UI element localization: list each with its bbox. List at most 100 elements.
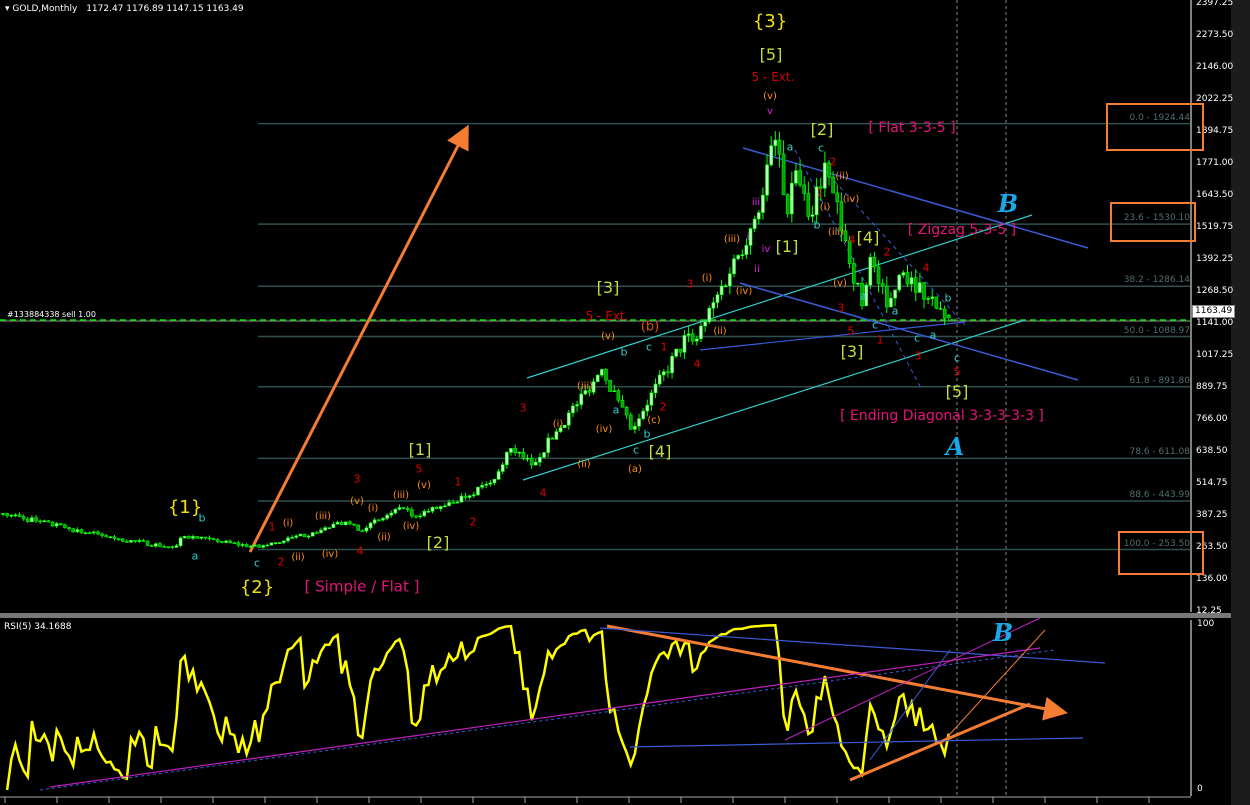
- bull-candle: [240, 544, 245, 546]
- bear-candle: [116, 538, 121, 540]
- trendlines[interactable]: [248, 124, 1089, 553]
- bear-candle: [170, 546, 175, 549]
- wave-label-red: 1: [660, 340, 668, 354]
- price-tick-label: 1141.00: [1196, 318, 1234, 329]
- bull-candle: [253, 544, 257, 547]
- bull-candle: [178, 537, 183, 547]
- wave-label-orange: (ii): [713, 326, 727, 337]
- bull-candle: [385, 514, 389, 519]
- fib-level-label: 38.2 - 1286.14: [1123, 275, 1190, 286]
- ohlc-values: 1172.47 1176.89 1147.15 1163.49: [86, 4, 244, 14]
- bull-candle: [137, 540, 142, 542]
- highlight-box-0[interactable]: [1106, 103, 1204, 151]
- order-line-label[interactable]: #133884338 sell 1.00: [7, 310, 96, 319]
- bull-candle: [476, 486, 480, 496]
- bull-candle: [645, 404, 650, 412]
- wave-label-cyan: a: [612, 403, 620, 417]
- bear-candle: [360, 530, 365, 532]
- bear-candle: [38, 520, 42, 523]
- bull-candle: [674, 348, 678, 357]
- bear-candle: [847, 240, 852, 264]
- bear-candle: [352, 523, 356, 526]
- bull-candle: [752, 218, 757, 229]
- bear-candle: [831, 176, 835, 194]
- bear-candle: [550, 437, 555, 440]
- price-tick-label: 514.75: [1196, 477, 1228, 488]
- bull-candle: [719, 285, 724, 296]
- bear-candle: [339, 521, 344, 526]
- wave-label-major: (b): [640, 319, 660, 335]
- bull-candle: [306, 535, 311, 538]
- price-tick-label: 1771.00: [1196, 157, 1234, 168]
- fibonacci-retracement[interactable]: [258, 122, 1190, 551]
- bear-candle: [872, 256, 877, 268]
- bear-candle: [50, 521, 55, 527]
- wave-label-magenta: iv: [761, 244, 771, 255]
- bull-candle: [319, 529, 323, 533]
- wave-label-red: 3: [519, 401, 527, 415]
- bull-candle: [868, 256, 873, 286]
- bull-candle: [310, 532, 315, 537]
- bear-candle: [302, 533, 307, 538]
- bear-candle: [133, 539, 137, 542]
- wave-label-major: [ Ending Diagonal 3-3-3-3-3 ]: [840, 408, 1044, 424]
- wave-label-orange: (iv): [842, 194, 860, 205]
- bull-candle: [723, 285, 728, 288]
- bear-candle: [624, 406, 629, 416]
- bull-candle: [199, 536, 204, 539]
- collapse-triangle-icon[interactable]: ▾: [5, 4, 10, 14]
- bull-candle: [707, 307, 712, 323]
- bull-candle: [298, 533, 303, 537]
- wave-label-cyan: b: [643, 427, 651, 441]
- bear-candle: [112, 536, 117, 539]
- bear-candle: [149, 545, 154, 547]
- highlight-box-100[interactable]: [1118, 531, 1204, 575]
- bull-candle: [108, 536, 113, 539]
- bear-candle: [414, 515, 418, 518]
- bull-candle: [92, 531, 96, 534]
- bear-candle: [87, 532, 92, 535]
- bear-candle: [806, 193, 811, 217]
- bear-candle: [59, 523, 63, 526]
- rsi-upper-line: [599, 627, 1106, 664]
- bear-candle: [835, 192, 840, 203]
- bull-candle: [492, 478, 497, 484]
- wave-label-major: {3}: [752, 11, 788, 32]
- bull-candle: [191, 536, 195, 539]
- bear-candle: [781, 153, 786, 195]
- bull-candle: [277, 542, 282, 544]
- bear-candle: [802, 184, 807, 194]
- bull-candle: [856, 282, 860, 285]
- price-tick-label: 1017.25: [1196, 349, 1234, 360]
- impulse-arrow: [248, 124, 469, 553]
- rsi-trendlines[interactable]: [39, 617, 1106, 791]
- highlight-box-23-6[interactable]: [1110, 202, 1196, 242]
- bull-candle: [756, 212, 761, 220]
- bull-candle: [637, 418, 641, 427]
- rsi-magenta-channel: [784, 617, 1041, 741]
- price-tick-label: 2146.00: [1196, 62, 1234, 73]
- bear-candle: [228, 540, 232, 544]
- bull-candle: [335, 521, 340, 525]
- bull-candle: [265, 544, 270, 547]
- bear-candle: [922, 282, 926, 300]
- bull-candle: [480, 485, 484, 488]
- bull-candle: [575, 404, 579, 407]
- panel-separator: [0, 613, 1231, 618]
- wave-label-orange: (i): [367, 503, 379, 514]
- bear-candle: [21, 516, 26, 520]
- bear-candle: [211, 538, 216, 540]
- channel-lower-line: [522, 319, 1026, 481]
- bull-candle: [893, 289, 897, 299]
- wave-label-major: [5]: [945, 382, 969, 401]
- wave-label-cyan: c: [645, 340, 653, 354]
- bull-candle: [290, 537, 294, 539]
- bull-candle: [773, 139, 778, 147]
- rsi-axis-top: 100: [1197, 619, 1215, 629]
- bull-candle: [459, 495, 464, 503]
- bull-candle: [42, 520, 47, 523]
- wave-label-orange: (iv): [321, 549, 339, 560]
- price-tick-label: 387.25: [1196, 510, 1228, 521]
- wave-label-cyan: c: [632, 443, 640, 457]
